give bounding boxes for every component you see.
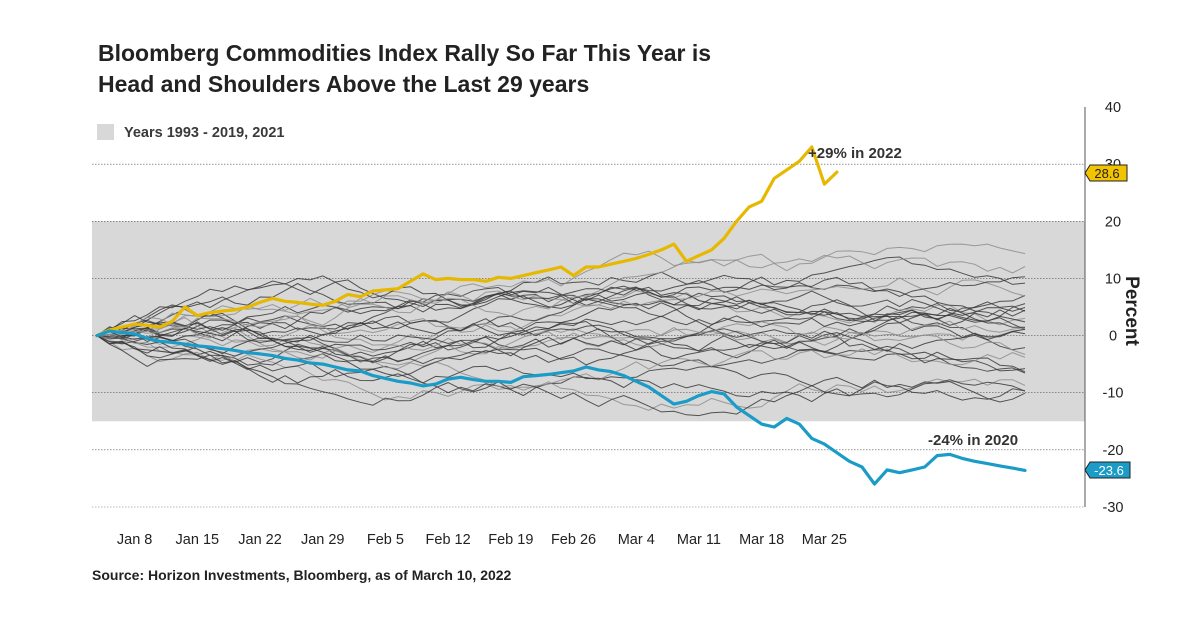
legend-swatch	[97, 124, 114, 140]
history-line	[96, 307, 1025, 345]
end-label-2020: -23.6	[1084, 461, 1131, 479]
history-line	[96, 292, 1026, 342]
y-tick-label: 20	[1105, 214, 1121, 230]
y-tick-label: 10	[1105, 271, 1121, 287]
y-tick-labels: 403020100-10-20-30	[1103, 100, 1124, 516]
x-tick-label: Mar 18	[739, 532, 784, 548]
history-line	[96, 316, 1026, 366]
end-label-2022-tag	[1084, 164, 1128, 182]
history-line	[96, 335, 1026, 417]
x-tick-label: Feb 26	[551, 532, 596, 548]
annotation-2022: +29% in 2022	[808, 145, 902, 162]
x-tick-label: Jan 22	[238, 532, 282, 548]
history-line	[96, 276, 1026, 357]
x-tick-label: Feb 12	[426, 532, 471, 548]
chart-title-line-1: Bloomberg Commodities Index Rally So Far…	[98, 40, 712, 66]
y-tick-label: -30	[1103, 500, 1124, 516]
x-tick-label: Mar 11	[677, 532, 721, 548]
history-line	[96, 243, 1026, 339]
legend: Years 1993 - 2019, 2021	[97, 124, 284, 141]
x-tick-label: Jan 8	[117, 532, 152, 548]
x-tick-label: Feb 19	[488, 532, 533, 548]
history-line	[96, 319, 1026, 363]
history-line	[96, 335, 1026, 391]
history-line	[96, 253, 1026, 340]
history-line	[96, 335, 1026, 378]
end-label-2022: 28.6	[1084, 164, 1128, 182]
x-tick-label: Jan 29	[301, 532, 345, 548]
y-tick-label: -10	[1103, 386, 1124, 402]
source-note: Source: Horizon Investments, Bloomberg, …	[92, 567, 512, 583]
history-line	[96, 333, 1026, 411]
history-line	[96, 256, 1026, 337]
x-tick-labels: Jan 8 Jan 15 Jan 22 Jan 29 Feb 5 Feb 12 Feb 19…	[117, 532, 847, 548]
end-label-2020-text: -23.6	[1094, 463, 1124, 478]
y-axis-label: Percent	[1121, 276, 1142, 346]
y-tick-label: 0	[1109, 329, 1117, 345]
series-line-2020	[95, 329, 1027, 486]
chart-title: Bloomberg Commodities Index Rally So Far…	[98, 38, 711, 100]
history-line	[96, 312, 1026, 355]
annotation-2020: -24% in 2020	[928, 432, 1018, 449]
history-line	[96, 320, 1026, 364]
x-tick-label: Feb 5	[367, 532, 404, 548]
history-line	[96, 335, 1026, 403]
y-tick-label: -20	[1103, 443, 1124, 459]
gridlines	[92, 163, 1085, 508]
history-line	[96, 271, 1026, 337]
history-line	[96, 315, 1026, 355]
x-tick-label: Mar 4	[618, 532, 655, 548]
end-label-2022-text: 28.6	[1094, 166, 1119, 181]
x-tick-label: Mar 25	[802, 532, 847, 548]
history-line	[96, 335, 1026, 403]
history-line	[96, 285, 1026, 341]
history-lines	[96, 243, 1026, 417]
history-line	[96, 290, 1026, 337]
series-line-2022	[95, 145, 839, 338]
legend-label: Years 1993 - 2019, 2021	[124, 125, 284, 141]
highlight-series	[95, 145, 1027, 486]
chart-title-line-2: Head and Shoulders Above the Last 29 yea…	[98, 71, 590, 97]
x-tick-label: Jan 15	[176, 532, 220, 548]
end-label-2020-tag	[1084, 461, 1131, 479]
y-tick-label: 40	[1105, 100, 1121, 116]
